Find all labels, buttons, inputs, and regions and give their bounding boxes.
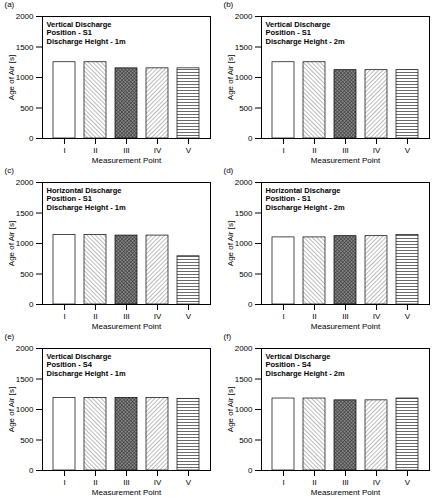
svg-text:Measurement Point: Measurement Point [92, 322, 162, 331]
svg-text:Horizontal DischargePosition -: Horizontal DischargePosition - S1Dischar… [266, 186, 346, 212]
svg-text:Measurement Point: Measurement Point [92, 488, 162, 497]
svg-text:Measurement Point: Measurement Point [92, 156, 162, 165]
svg-text:V: V [405, 312, 411, 321]
svg-text:Age of Air [s]: Age of Air [s] [226, 387, 235, 432]
svg-text:500: 500 [20, 104, 34, 113]
svg-text:0: 0 [248, 300, 253, 309]
svg-text:Measurement Point: Measurement Point [311, 322, 381, 331]
svg-text:500: 500 [239, 104, 253, 113]
svg-text:III: III [123, 146, 130, 155]
svg-text:IV: IV [373, 478, 381, 487]
svg-text:1500: 1500 [235, 43, 253, 52]
svg-text:Age of Air [s]: Age of Air [s] [7, 55, 16, 100]
svg-text:Age of Air [s]: Age of Air [s] [7, 221, 16, 266]
svg-text:2000: 2000 [16, 344, 34, 353]
svg-text:1500: 1500 [235, 209, 253, 218]
svg-text:(e): (e) [5, 332, 15, 341]
svg-text:1000: 1000 [235, 239, 253, 248]
svg-text:(c): (c) [5, 166, 15, 175]
svg-text:II: II [93, 146, 97, 155]
svg-text:0: 0 [29, 134, 34, 143]
svg-text:0: 0 [248, 134, 253, 143]
svg-text:0: 0 [29, 300, 34, 309]
svg-text:Vertical DischargePosition - S: Vertical DischargePosition - S1Discharge… [266, 20, 346, 46]
svg-text:V: V [186, 312, 192, 321]
svg-text:IV: IV [154, 478, 162, 487]
svg-text:1000: 1000 [235, 73, 253, 82]
svg-text:500: 500 [20, 436, 34, 445]
svg-text:1500: 1500 [16, 43, 34, 52]
svg-text:1000: 1000 [235, 405, 253, 414]
svg-text:III: III [342, 478, 349, 487]
svg-text:Age of Air [s]: Age of Air [s] [226, 221, 235, 266]
svg-text:IV: IV [373, 146, 381, 155]
svg-text:V: V [186, 146, 192, 155]
svg-text:Horizontal DischargePosition -: Horizontal DischargePosition - S1Dischar… [47, 186, 127, 212]
svg-text:Age of Air [s]: Age of Air [s] [7, 387, 16, 432]
svg-text:I: I [63, 478, 65, 487]
svg-text:I: I [282, 146, 284, 155]
svg-text:IV: IV [154, 146, 162, 155]
svg-text:(d): (d) [224, 166, 234, 175]
svg-text:1500: 1500 [16, 209, 34, 218]
svg-text:2000: 2000 [235, 344, 253, 353]
svg-text:2000: 2000 [235, 178, 253, 187]
svg-text:Vertical DischargePosition - S: Vertical DischargePosition - S4Discharge… [47, 352, 127, 378]
svg-text:Age of Air [s]: Age of Air [s] [226, 55, 235, 100]
svg-text:III: III [123, 478, 130, 487]
svg-text:Measurement Point: Measurement Point [311, 156, 381, 165]
svg-text:III: III [123, 312, 130, 321]
svg-text:0: 0 [248, 466, 253, 475]
svg-text:1000: 1000 [16, 239, 34, 248]
svg-text:II: II [312, 478, 316, 487]
svg-text:II: II [93, 478, 97, 487]
svg-text:2000: 2000 [16, 178, 34, 187]
svg-text:IV: IV [154, 312, 162, 321]
svg-text:V: V [405, 478, 411, 487]
svg-text:II: II [93, 312, 97, 321]
svg-text:(a): (a) [5, 0, 15, 9]
svg-text:I: I [282, 478, 284, 487]
svg-text:2000: 2000 [16, 12, 34, 21]
svg-text:500: 500 [239, 270, 253, 279]
svg-text:500: 500 [20, 270, 34, 279]
svg-text:III: III [342, 146, 349, 155]
svg-text:IV: IV [373, 312, 381, 321]
svg-text:Measurement Point: Measurement Point [311, 488, 381, 497]
svg-text:Vertical DischargePosition - S: Vertical DischargePosition - S4Discharge… [266, 352, 346, 378]
svg-text:(f): (f) [224, 332, 232, 341]
svg-text:I: I [282, 312, 284, 321]
svg-text:2000: 2000 [235, 12, 253, 21]
svg-text:(b): (b) [224, 0, 234, 9]
svg-text:III: III [342, 312, 349, 321]
svg-text:1500: 1500 [235, 375, 253, 384]
svg-text:I: I [63, 146, 65, 155]
svg-text:Vertical DischargePosition - S: Vertical DischargePosition - S1Discharge… [47, 20, 127, 46]
svg-text:V: V [186, 478, 192, 487]
svg-text:1000: 1000 [16, 73, 34, 82]
svg-text:V: V [405, 146, 411, 155]
svg-text:1000: 1000 [16, 405, 34, 414]
svg-text:500: 500 [239, 436, 253, 445]
svg-text:II: II [312, 312, 316, 321]
svg-text:1500: 1500 [16, 375, 34, 384]
svg-text:I: I [63, 312, 65, 321]
svg-text:II: II [312, 146, 316, 155]
svg-text:0: 0 [29, 466, 34, 475]
